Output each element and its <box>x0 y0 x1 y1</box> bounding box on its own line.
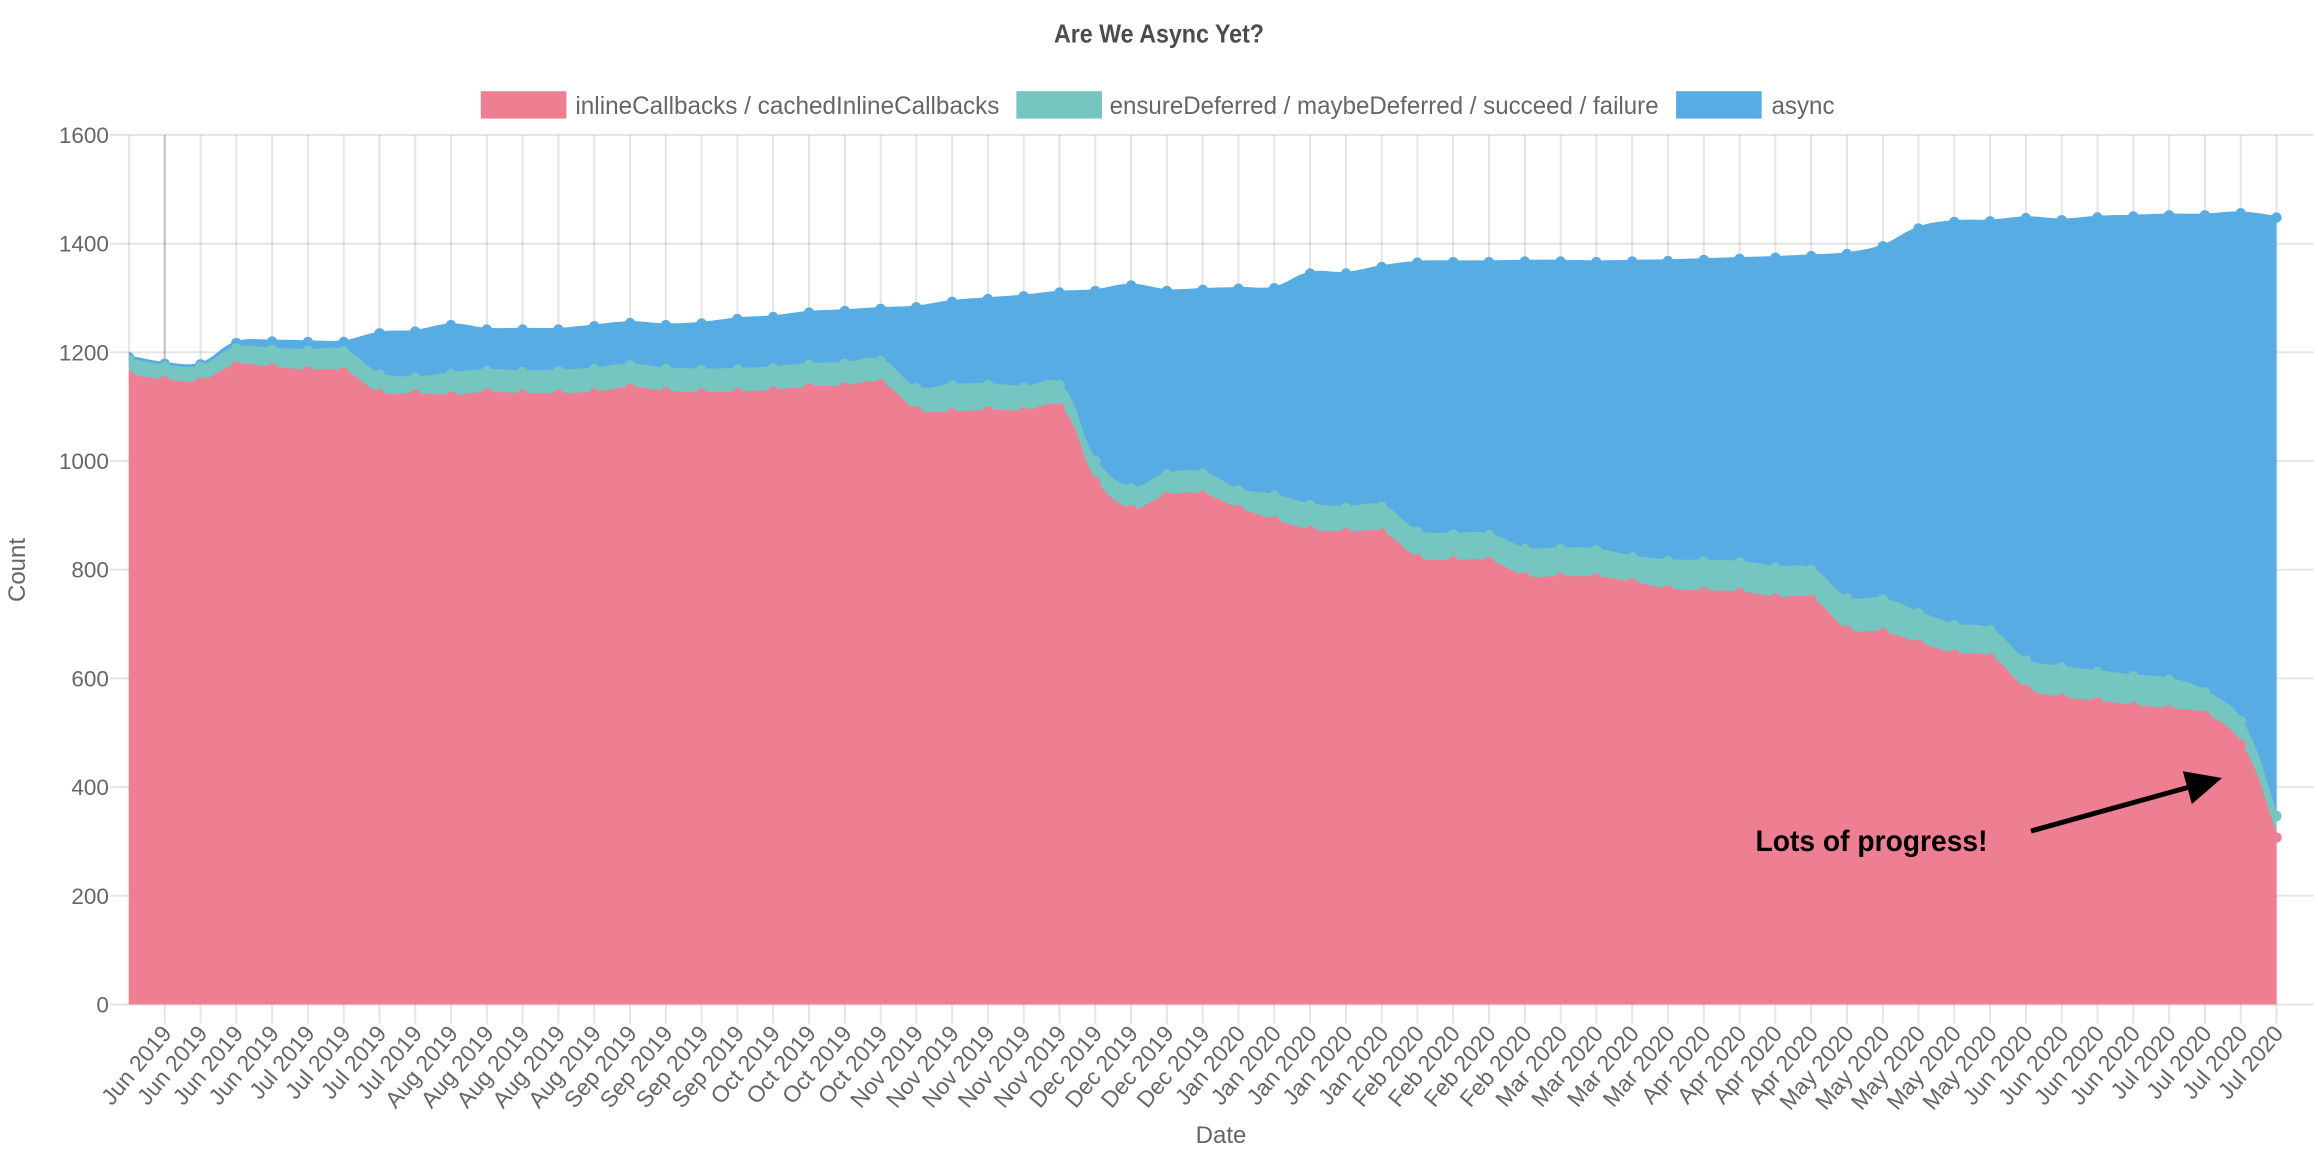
svg-text:ensureDeferred / maybeDeferred: ensureDeferred / maybeDeferred / succeed… <box>1110 92 1659 120</box>
svg-text:Count: Count <box>4 538 31 602</box>
svg-text:200: 200 <box>71 884 109 909</box>
svg-text:0: 0 <box>96 993 109 1018</box>
svg-text:Are We Async Yet?: Are We Async Yet? <box>1054 19 1264 49</box>
svg-text:800: 800 <box>71 558 109 583</box>
svg-text:1000: 1000 <box>59 449 109 474</box>
svg-text:1400: 1400 <box>59 232 109 257</box>
svg-text:1200: 1200 <box>59 340 109 365</box>
svg-text:Date: Date <box>1196 1122 1247 1149</box>
svg-text:async: async <box>1772 92 1835 120</box>
svg-text:400: 400 <box>71 775 109 800</box>
svg-text:Lots of progress!: Lots of progress! <box>1756 825 1988 858</box>
svg-text:600: 600 <box>71 666 109 691</box>
svg-text:1600: 1600 <box>59 123 109 148</box>
svg-text:inlineCallbacks / cachedInline: inlineCallbacks / cachedInlineCallbacks <box>575 92 999 120</box>
